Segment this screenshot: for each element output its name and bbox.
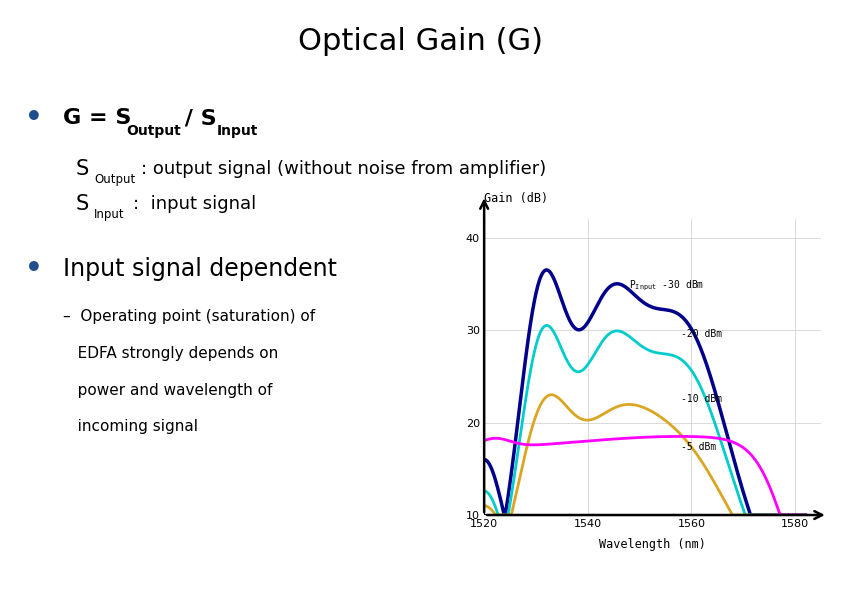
Text: incoming signal: incoming signal (63, 419, 198, 435)
Text: S: S (76, 159, 89, 179)
Text: : output signal (without noise from amplifier): : output signal (without noise from ampl… (141, 160, 546, 178)
Text: Input: Input (217, 124, 258, 139)
Text: Input: Input (94, 208, 125, 221)
Text: power and wavelength of: power and wavelength of (63, 382, 273, 398)
Text: Gain (dB): Gain (dB) (484, 192, 548, 205)
Text: / S: / S (177, 108, 216, 128)
Text: -5 dBm: -5 dBm (681, 442, 717, 452)
Text: Output: Output (94, 173, 136, 186)
Text: S: S (76, 194, 89, 214)
Text: -10 dBm: -10 dBm (681, 394, 722, 404)
Text: EDFA strongly depends on: EDFA strongly depends on (63, 346, 279, 361)
Text: –  Operating point (saturation) of: – Operating point (saturation) of (63, 309, 315, 324)
Text: P$_{\mathregular{Input}}$ -30 dBm: P$_{\mathregular{Input}}$ -30 dBm (629, 279, 705, 293)
X-axis label: Wavelength (nm): Wavelength (nm) (600, 538, 706, 551)
Text: Output: Output (126, 124, 181, 139)
Text: :  input signal: : input signal (133, 195, 256, 213)
Text: •: • (25, 104, 43, 133)
Text: G = S: G = S (63, 108, 131, 128)
Text: Input signal dependent: Input signal dependent (63, 258, 337, 281)
Text: -20 dBm: -20 dBm (681, 329, 722, 339)
Text: •: • (25, 255, 43, 284)
Text: Optical Gain (G): Optical Gain (G) (299, 27, 543, 56)
